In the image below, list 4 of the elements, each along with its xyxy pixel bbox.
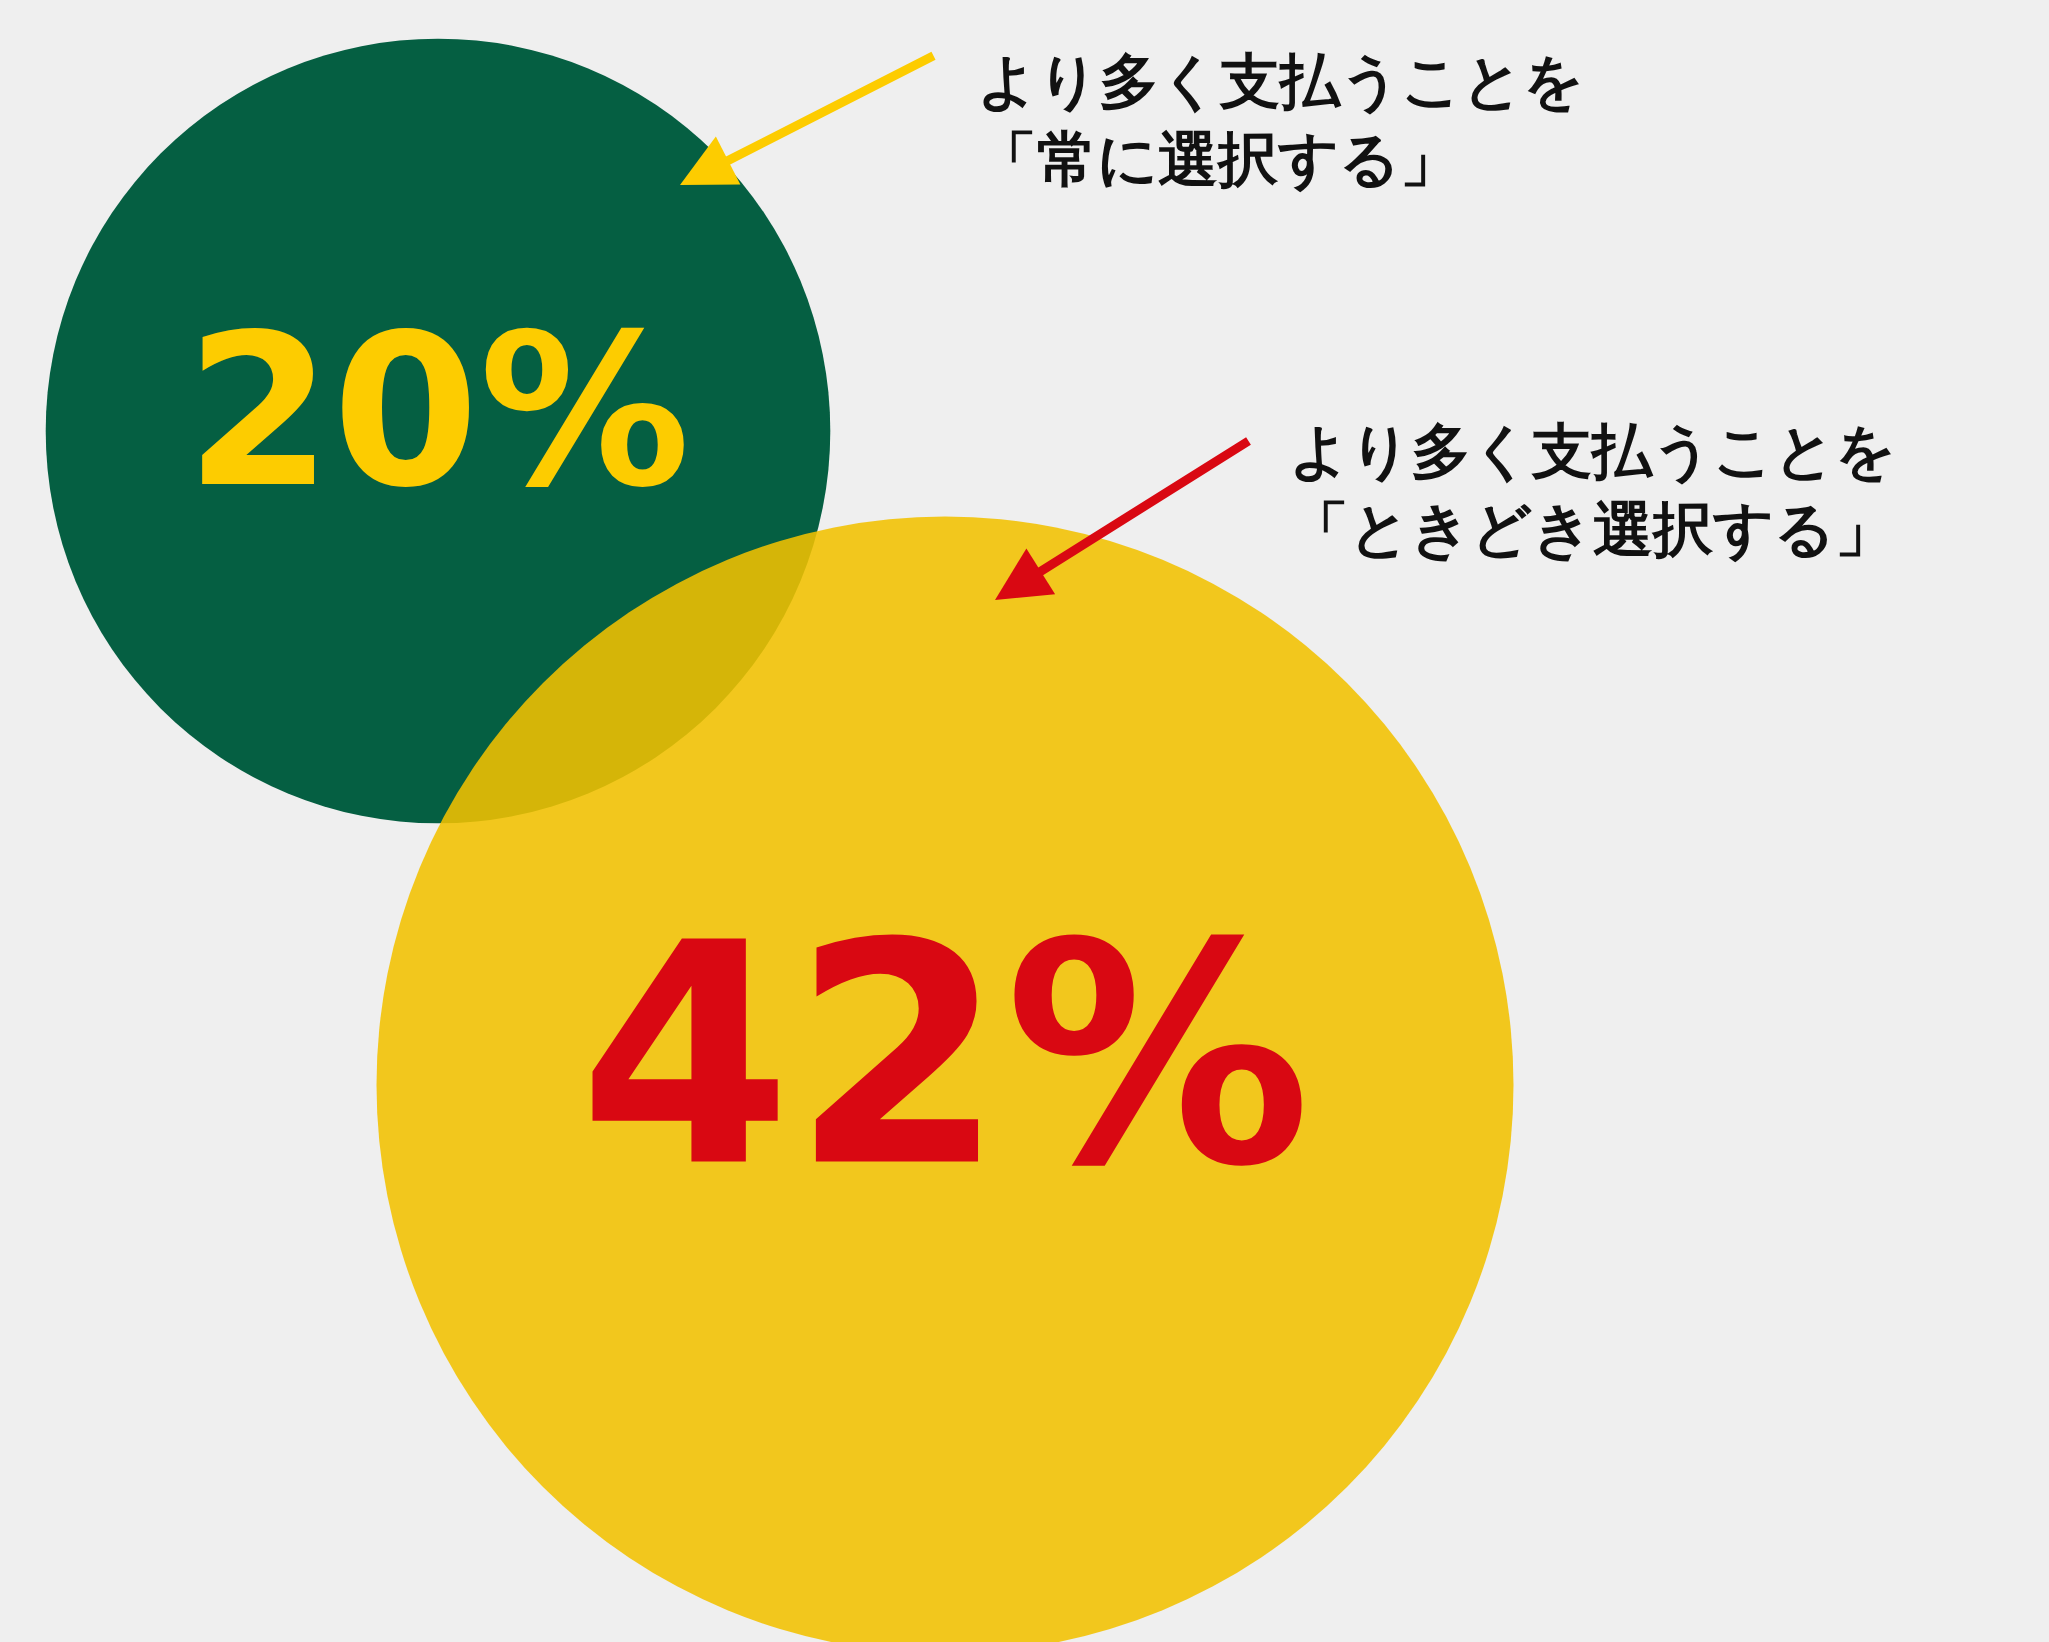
category-label: より多く支払うことを「ときどき選択する」 (1289, 416, 1896, 564)
data-label: 20% (185, 287, 691, 534)
category-label: より多く支払うことを「常に選択する」 (977, 46, 1584, 194)
data-label: 42% (578, 877, 1312, 1234)
